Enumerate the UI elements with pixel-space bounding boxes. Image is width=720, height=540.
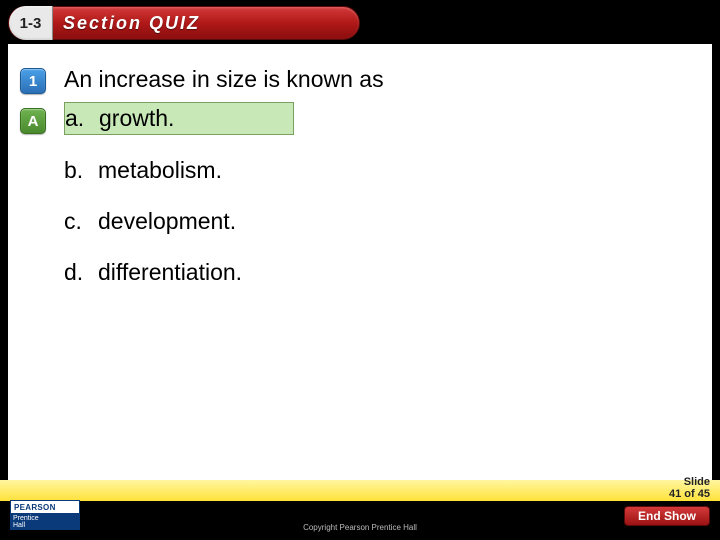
logo-pearson: PEARSON xyxy=(10,500,80,514)
publisher-logo: PEARSON Prentice Hall xyxy=(10,500,80,530)
logo-line1: Prentice xyxy=(13,515,80,522)
answer-letter: a. xyxy=(65,105,99,132)
section-quiz-header: 1-3 Section QUIZ xyxy=(8,6,360,40)
slide-counter: Slide 41 of 45 xyxy=(669,476,710,500)
section-number: 1-3 xyxy=(9,6,53,40)
question-number-badge: 1 xyxy=(20,68,46,94)
question-text: An increase in size is known as xyxy=(64,66,384,93)
logo-line2: Hall xyxy=(13,522,80,529)
slide-total: 45 xyxy=(698,488,710,500)
answer-text: growth. xyxy=(99,105,174,132)
end-show-button[interactable]: End Show xyxy=(624,506,710,526)
answer-letter: b. xyxy=(64,157,98,184)
answer-letter: c. xyxy=(64,208,98,235)
answer-text: metabolism. xyxy=(98,157,222,184)
slide-current: 41 xyxy=(669,488,681,500)
slide-content: 1 A An increase in size is known as a. g… xyxy=(8,44,712,480)
slide-of-word: of xyxy=(684,488,694,500)
answer-list: a. growth. b. metabolism. c. development… xyxy=(64,102,294,308)
answer-option: b. metabolism. xyxy=(64,155,294,186)
answer-text: development. xyxy=(98,208,236,235)
answer-option: a. growth. xyxy=(64,102,294,135)
answer-option: c. development. xyxy=(64,206,294,237)
answer-letter-badge: A xyxy=(20,108,46,134)
logo-prentice-hall: Prentice Hall xyxy=(10,514,80,530)
answer-letter: d. xyxy=(64,259,98,286)
footer-bar xyxy=(0,480,720,501)
quiz-title: Section QUIZ xyxy=(63,13,200,34)
copyright-text: Copyright Pearson Prentice Hall xyxy=(303,523,417,532)
answer-option: d. differentiation. xyxy=(64,257,294,288)
answer-text: differentiation. xyxy=(98,259,242,286)
slide-label: Slide xyxy=(669,476,710,488)
